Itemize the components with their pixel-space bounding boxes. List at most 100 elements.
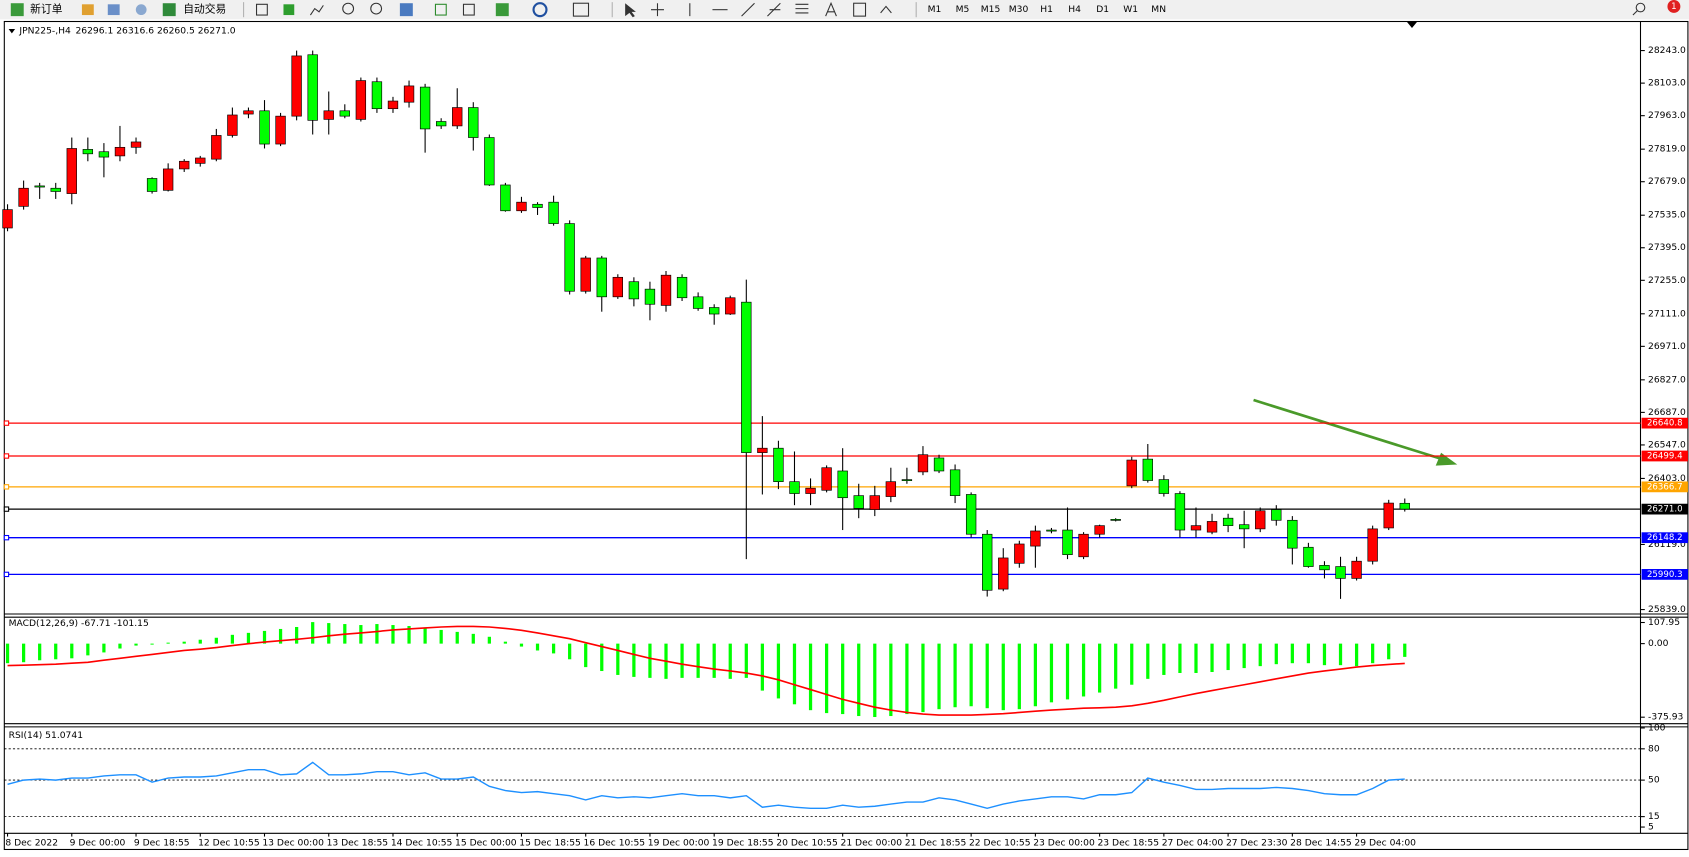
candle-chart-button[interactable] <box>283 4 295 16</box>
macd-histogram-bar <box>295 626 299 644</box>
price-level-label: 26499.4 <box>1647 452 1683 462</box>
shift-button[interactable] <box>462 3 475 16</box>
template-button[interactable] <box>572 2 590 17</box>
timeframe-button[interactable]: M15 <box>981 5 1001 15</box>
new-order-button[interactable]: 新订单 <box>30 3 63 16</box>
rsi-line <box>7 761 1405 810</box>
auto-trading-icon[interactable] <box>162 3 176 17</box>
candle-body <box>275 115 286 145</box>
chart-area: JPN225-,H4 26296.1 26316.6 26260.5 26271… <box>2 20 1689 851</box>
candle-body <box>709 307 720 315</box>
macd-histogram-bar <box>166 642 170 644</box>
search-button[interactable] <box>1635 2 1646 13</box>
period-button[interactable] <box>532 2 548 18</box>
timeframe-button[interactable]: D1 <box>1096 5 1109 15</box>
candle-body <box>227 114 238 136</box>
new-order-icon[interactable] <box>10 3 24 17</box>
macd-histogram-bar <box>230 634 235 644</box>
price-level-label: 26271.0 <box>1647 505 1683 515</box>
price-level-handle <box>3 571 10 578</box>
y-tick-label: -375.93 <box>1648 713 1684 723</box>
candle-body <box>1062 529 1073 556</box>
notification-badge[interactable] <box>1667 0 1681 13</box>
macd-histogram-bar <box>680 643 684 678</box>
fibo-button[interactable] <box>795 3 809 14</box>
chart-shift-marker <box>1406 21 1418 28</box>
macd-histogram-bar <box>38 643 42 661</box>
toolbar-icon[interactable] <box>81 4 94 16</box>
y-tick-label: 27111.0 <box>1648 309 1686 319</box>
macd-histogram-bar <box>1226 643 1230 671</box>
symbol-menu-arrow[interactable] <box>8 29 16 34</box>
candle-body <box>355 80 367 120</box>
trendline-button[interactable] <box>741 2 755 17</box>
price-level-tag <box>1641 532 1688 544</box>
price-level-label: 26366.7 <box>1647 482 1683 492</box>
indicators-button[interactable] <box>495 3 509 17</box>
macd-histogram-bar <box>359 625 363 644</box>
x-tick-label: 14 Dec 10:55 <box>391 839 453 849</box>
auto-trading-button[interactable]: 自动交易 <box>183 3 226 16</box>
toolbar-icon[interactable] <box>107 4 120 16</box>
label-button[interactable] <box>853 2 867 17</box>
macd-histogram-bar <box>937 643 941 710</box>
timeframe-button[interactable]: M30 <box>1009 5 1029 15</box>
macd-histogram-bar <box>21 643 26 663</box>
candle-body <box>307 54 318 121</box>
price-level-tag <box>1641 450 1688 462</box>
macd-histogram-bar <box>407 626 411 644</box>
channel-button[interactable] <box>767 2 781 17</box>
macd-histogram-bar <box>857 643 861 717</box>
timeframe-button[interactable]: M5 <box>956 5 970 15</box>
line-chart-button[interactable] <box>309 5 324 16</box>
macd-histogram-bar <box>1322 643 1327 666</box>
tile-button[interactable] <box>399 3 413 17</box>
candle-body <box>1174 493 1186 531</box>
macd-histogram-bar <box>1130 643 1134 685</box>
y-tick-label: 26827.0 <box>1648 375 1686 385</box>
candle-body <box>339 110 350 117</box>
macd-histogram-bar <box>262 630 267 644</box>
candle-body <box>596 257 607 298</box>
y-tick-label: 25839.0 <box>1648 605 1686 615</box>
timeframe-button[interactable]: H1 <box>1040 5 1053 15</box>
candle-body <box>821 467 832 491</box>
macd-histogram-bar <box>311 622 315 644</box>
macd-histogram-bar <box>198 639 202 644</box>
autoscroll-button[interactable] <box>434 3 447 16</box>
cursor-button[interactable] <box>625 3 636 18</box>
macd-histogram-bar <box>54 643 58 660</box>
candle-body <box>1126 459 1137 487</box>
crosshair-button[interactable] <box>651 3 664 17</box>
timeframe-button[interactable]: M1 <box>928 5 942 15</box>
timeframe-button[interactable]: MN <box>1151 5 1166 15</box>
x-tick-label: 13 Dec 00:00 <box>262 839 324 849</box>
macd-histogram-bar <box>1033 643 1038 707</box>
candle-body <box>500 184 511 212</box>
macd-histogram-bar <box>1306 643 1311 664</box>
text-button[interactable] <box>825 1 837 17</box>
y-tick-label: 28243.0 <box>1648 46 1686 56</box>
y-tick-label: 27819.0 <box>1648 145 1686 155</box>
candle-body <box>1110 519 1121 521</box>
toolbar-icon[interactable] <box>135 4 147 16</box>
x-tick-label: 9 Dec 18:55 <box>134 839 190 849</box>
timeframe-button[interactable]: W1 <box>1123 5 1138 15</box>
candle-body <box>676 276 688 299</box>
zoom-out-button[interactable] <box>370 2 383 15</box>
candle-body <box>195 157 206 164</box>
search-button[interactable] <box>1632 10 1638 16</box>
macd-histogram-bar <box>1017 643 1021 710</box>
price-level-tag <box>1641 481 1688 493</box>
macd-histogram-bar <box>568 643 572 660</box>
arrows-button[interactable] <box>880 5 892 14</box>
macd-histogram-bar <box>760 643 764 691</box>
candle-body <box>1190 525 1202 531</box>
symbol-label: JPN225-,H4 <box>18 27 71 37</box>
zoom-in-button[interactable] <box>342 2 355 15</box>
bar-chart-button[interactable] <box>255 3 268 16</box>
macd-histogram-bar <box>102 643 106 653</box>
macd-histogram-bar <box>327 623 331 644</box>
timeframe-button[interactable]: H4 <box>1068 5 1081 15</box>
candle-body <box>50 187 61 192</box>
